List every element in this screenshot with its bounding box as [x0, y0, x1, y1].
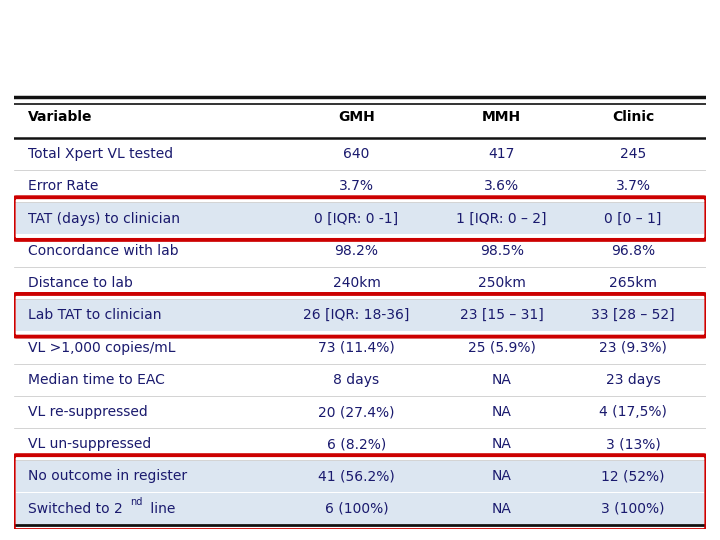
Text: 73 (11.4%): 73 (11.4%): [318, 341, 395, 355]
Text: TAT (days) to clinician: TAT (days) to clinician: [28, 212, 180, 226]
Text: Impact of GeneXpert for VL: Impact of GeneXpert for VL: [102, 27, 618, 60]
Text: 640: 640: [343, 147, 370, 161]
Text: Switched to 2: Switched to 2: [28, 502, 123, 516]
Text: 245: 245: [620, 147, 646, 161]
Text: nd: nd: [130, 497, 143, 507]
Text: NA: NA: [492, 373, 512, 387]
Text: Median time to EAC: Median time to EAC: [28, 373, 165, 387]
Text: 20 (27.4%): 20 (27.4%): [318, 405, 395, 419]
Text: 6 (8.2%): 6 (8.2%): [327, 437, 386, 451]
Text: 3.7%: 3.7%: [339, 179, 374, 193]
Text: VL un-suppressed: VL un-suppressed: [28, 437, 151, 451]
Text: 23 days: 23 days: [606, 373, 660, 387]
Text: 8 days: 8 days: [333, 373, 379, 387]
Text: 3.6%: 3.6%: [484, 179, 519, 193]
Text: Lab TAT to clinician: Lab TAT to clinician: [28, 308, 162, 322]
Text: Variable: Variable: [28, 110, 93, 124]
Text: 6 (100%): 6 (100%): [325, 502, 388, 516]
Text: 12 (52%): 12 (52%): [601, 469, 665, 483]
Text: 4 (17,5%): 4 (17,5%): [599, 405, 667, 419]
Text: 26 [IQR: 18-36]: 26 [IQR: 18-36]: [303, 308, 410, 322]
Bar: [17, 204, 703, 234]
Bar: [17, 461, 703, 492]
Text: MMH: MMH: [482, 110, 521, 124]
Text: 41 (56.2%): 41 (56.2%): [318, 469, 395, 483]
Text: 3.7%: 3.7%: [616, 179, 651, 193]
Text: 417: 417: [488, 147, 515, 161]
Text: GMH: GMH: [338, 110, 375, 124]
Text: 33 [28 – 52]: 33 [28 – 52]: [591, 308, 675, 322]
Text: Error Rate: Error Rate: [28, 179, 99, 193]
Text: 23 [15 – 31]: 23 [15 – 31]: [460, 308, 544, 322]
Text: 265km: 265km: [609, 276, 657, 290]
Text: 98.5%: 98.5%: [480, 244, 523, 258]
Text: Distance to lab: Distance to lab: [28, 276, 133, 290]
Text: line: line: [145, 502, 175, 516]
Text: NA: NA: [492, 502, 512, 516]
Text: Clinic: Clinic: [612, 110, 654, 124]
Text: 250km: 250km: [478, 276, 526, 290]
Text: 0 [0 – 1]: 0 [0 – 1]: [604, 212, 662, 226]
Text: 1 [IQR: 0 – 2]: 1 [IQR: 0 – 2]: [456, 212, 547, 226]
Text: 98.2%: 98.2%: [335, 244, 379, 258]
Text: 3 (13%): 3 (13%): [606, 437, 660, 451]
Bar: [17, 494, 703, 524]
Text: 96.8%: 96.8%: [611, 244, 655, 258]
Text: 3 (100%): 3 (100%): [601, 502, 665, 516]
Text: VL >1,000 copies/mL: VL >1,000 copies/mL: [28, 341, 176, 355]
Text: NA: NA: [492, 437, 512, 451]
Text: Total Xpert VL tested: Total Xpert VL tested: [28, 147, 174, 161]
Text: 240km: 240km: [333, 276, 380, 290]
Text: NA: NA: [492, 405, 512, 419]
Text: Concordance with lab: Concordance with lab: [28, 244, 179, 258]
Bar: [17, 300, 703, 330]
Text: 0 [IQR: 0 -1]: 0 [IQR: 0 -1]: [315, 212, 399, 226]
Text: 25 (5.9%): 25 (5.9%): [468, 341, 536, 355]
Text: NA: NA: [492, 469, 512, 483]
Text: VL re-suppressed: VL re-suppressed: [28, 405, 148, 419]
Text: 23 (9.3%): 23 (9.3%): [599, 341, 667, 355]
Text: No outcome in register: No outcome in register: [28, 469, 187, 483]
